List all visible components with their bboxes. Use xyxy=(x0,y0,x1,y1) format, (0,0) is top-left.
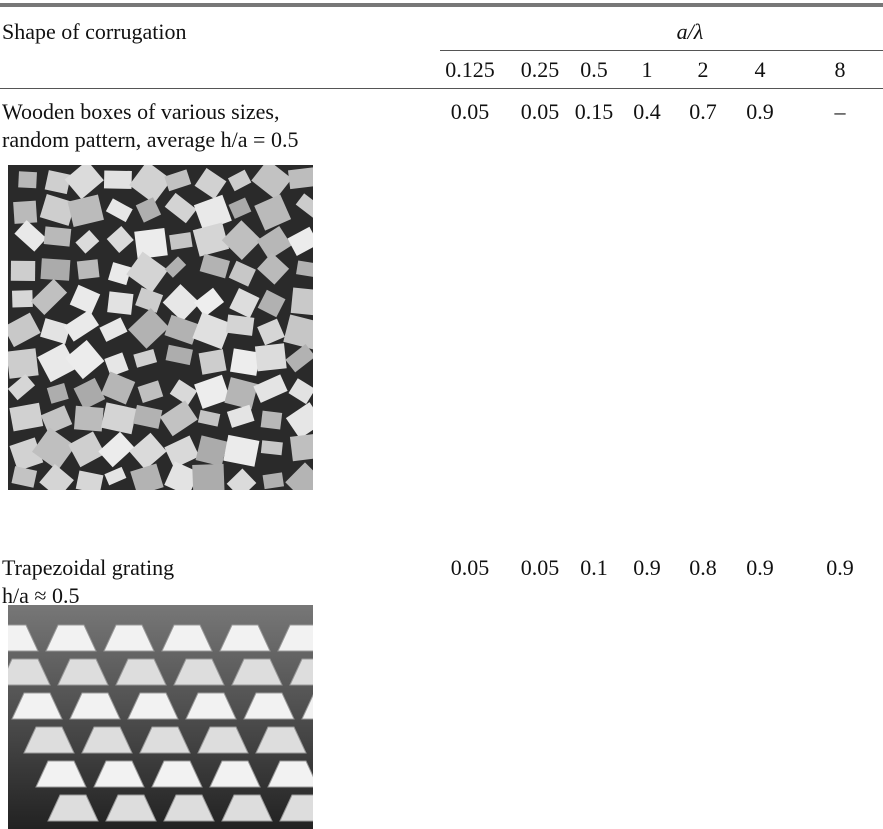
box xyxy=(290,433,313,461)
box xyxy=(44,226,72,246)
row-value: 0.05 xyxy=(451,99,490,125)
row-value: 0.7 xyxy=(689,99,717,125)
row-value: – xyxy=(835,99,846,125)
column-header: 1 xyxy=(642,57,653,83)
box xyxy=(199,349,227,375)
box xyxy=(8,348,39,378)
box xyxy=(288,167,313,189)
header-shape: Shape of corrugation xyxy=(2,19,187,45)
box xyxy=(291,287,313,315)
box xyxy=(261,440,283,455)
row-value: 0.9 xyxy=(633,555,661,581)
header-group: a/λ xyxy=(677,19,704,45)
box xyxy=(77,259,100,279)
box xyxy=(192,464,224,490)
box xyxy=(104,170,132,188)
box xyxy=(12,290,33,307)
column-header: 0.25 xyxy=(521,57,560,83)
row-label: random pattern, average h/a = 0.5 xyxy=(2,127,298,153)
box xyxy=(230,348,260,376)
column-header: 0.5 xyxy=(580,57,608,83)
group-rule xyxy=(440,50,883,51)
row-value: 0.8 xyxy=(689,555,717,581)
row-value: 0.1 xyxy=(580,555,608,581)
box xyxy=(74,406,104,432)
row-label: Trapezoidal grating xyxy=(2,555,174,581)
header-rule xyxy=(0,88,883,89)
column-header: 4 xyxy=(755,57,766,83)
row-label: Wooden boxes of various sizes, xyxy=(2,99,279,125)
row-value: 0.4 xyxy=(633,99,661,125)
row-value: 0.05 xyxy=(521,555,560,581)
box xyxy=(255,343,287,371)
photo-trapezoidal-grating xyxy=(8,605,313,829)
box xyxy=(263,472,284,489)
column-header: 0.125 xyxy=(445,57,495,83)
row-value: 0.9 xyxy=(746,99,774,125)
top-rule xyxy=(0,3,883,7)
box xyxy=(107,291,133,314)
box xyxy=(169,232,192,250)
row-value: 0.9 xyxy=(826,555,854,581)
row-value: 0.05 xyxy=(451,555,490,581)
box xyxy=(11,261,35,281)
box xyxy=(18,171,37,188)
page: Shape of corrugation a/λ 0.125 0.25 0.5 1 2 4… xyxy=(0,0,883,829)
row-value: 0.05 xyxy=(521,99,560,125)
box xyxy=(226,315,254,336)
column-header: 2 xyxy=(698,57,709,83)
box xyxy=(40,258,70,280)
column-header: 8 xyxy=(835,57,846,83)
row-value: 0.9 xyxy=(746,555,774,581)
box xyxy=(261,411,283,430)
photo-wooden-boxes xyxy=(8,165,313,490)
row-value: 0.15 xyxy=(575,99,614,125)
box xyxy=(13,201,37,224)
box xyxy=(134,228,168,259)
